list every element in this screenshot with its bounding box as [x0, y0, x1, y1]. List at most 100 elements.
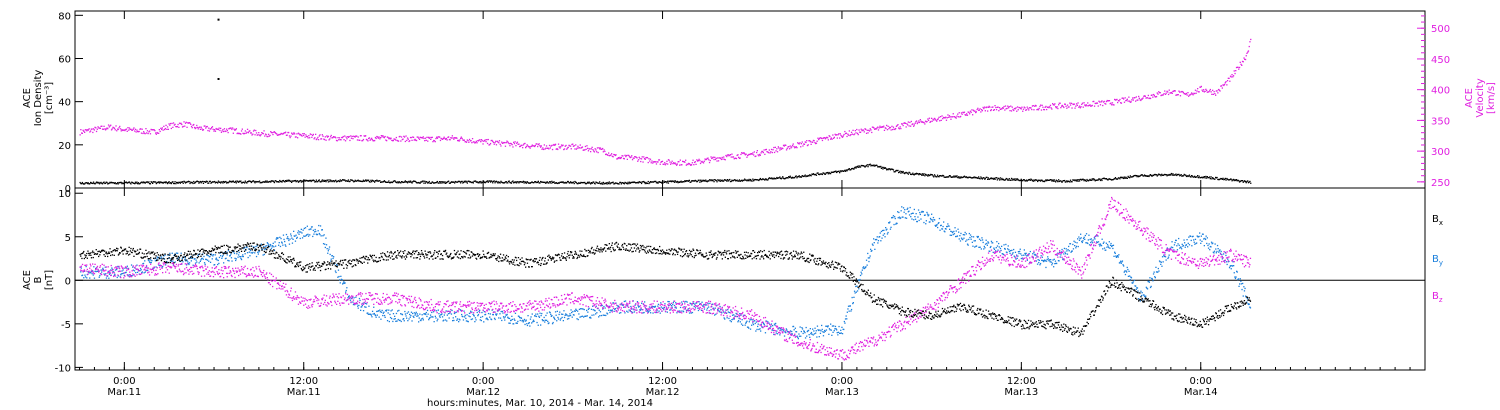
- velocity-series-point: [699, 162, 702, 165]
- velocity-series-point: [1210, 91, 1212, 93]
- by-series-point: [740, 323, 743, 325]
- velocity-series-point: [955, 117, 957, 119]
- by-series-point: [549, 312, 551, 314]
- by-series-point: [430, 316, 432, 318]
- velocity-series-point: [642, 161, 644, 163]
- velocity-series-point: [1133, 97, 1135, 99]
- by-series-point: [1124, 270, 1126, 272]
- density-series-point: [235, 182, 237, 184]
- velocity-series-point: [477, 140, 479, 142]
- density-series-point: [606, 183, 608, 185]
- velocity-series-point: [724, 159, 726, 161]
- velocity-series-point: [317, 136, 319, 139]
- velocity-series-point: [759, 153, 761, 156]
- density-series-point: [181, 181, 183, 183]
- velocity-series-point: [290, 135, 292, 137]
- density-series-point: [1105, 178, 1107, 180]
- density-series-point: [1043, 180, 1046, 183]
- by-series-point: [511, 315, 513, 317]
- density-series-point: [137, 182, 140, 184]
- density-series-point: [140, 181, 143, 183]
- density-series-point: [1057, 181, 1059, 183]
- by-series-point: [749, 328, 752, 330]
- velocity-series-point: [660, 161, 662, 163]
- density-series-point: [119, 182, 121, 184]
- density-series-point: [782, 176, 784, 178]
- velocity-series-point: [1099, 104, 1102, 106]
- velocity-series-point: [468, 138, 471, 141]
- velocity-series-point: [497, 141, 499, 143]
- velocity-series-point: [806, 144, 809, 147]
- velocity-series-point: [207, 129, 209, 132]
- by-series-point: [1093, 237, 1095, 239]
- by-series-point: [290, 235, 292, 237]
- density-series-point: [964, 176, 966, 178]
- velocity-series-point: [472, 141, 474, 143]
- by-series-point: [583, 316, 585, 318]
- by-series-point: [588, 307, 590, 309]
- velocity-series-point: [276, 133, 278, 135]
- velocity-series-point: [569, 145, 572, 147]
- density-series-point: [777, 177, 779, 179]
- density-series-point: [1062, 180, 1064, 182]
- density-series-point: [164, 181, 166, 183]
- by-series-point: [931, 219, 933, 221]
- velocity-series-point: [125, 128, 128, 130]
- density-series-point: [694, 179, 696, 182]
- velocity-series-point: [1024, 107, 1026, 109]
- velocity-series-point: [502, 142, 504, 144]
- velocity-series-point: [924, 123, 926, 125]
- density-series-point: [578, 182, 581, 184]
- density-series-point: [450, 181, 452, 184]
- density-series-point: [980, 176, 982, 178]
- density-series-point: [1186, 175, 1188, 177]
- density-series-point: [102, 182, 104, 184]
- by-series-point: [975, 245, 978, 247]
- velocity-series-point: [640, 158, 643, 160]
- velocity-series-point: [774, 146, 776, 148]
- by-series-point: [487, 312, 490, 315]
- by-series-point: [1085, 233, 1088, 235]
- density-series-point: [80, 182, 82, 185]
- velocity-series-point: [808, 140, 810, 142]
- density-series-point: [299, 180, 301, 182]
- velocity-series-point: [504, 145, 507, 147]
- density-series-point: [729, 180, 732, 183]
- density-series-point: [1100, 178, 1102, 180]
- density-series-point: [1055, 181, 1057, 183]
- by-series-point: [108, 277, 110, 279]
- velocity-series-point: [247, 132, 249, 134]
- density-series-point: [1135, 175, 1137, 177]
- velocity-series-point: [596, 147, 599, 149]
- density-series-point: [325, 181, 327, 183]
- by-series-point: [1148, 281, 1150, 283]
- density-series-point: [503, 182, 505, 184]
- velocity-series-point: [788, 146, 790, 148]
- velocity-series-point: [666, 160, 668, 162]
- by-series-point: [977, 235, 979, 238]
- by-series-point: [889, 221, 891, 223]
- density-series-point: [656, 181, 658, 183]
- by-series-point: [836, 332, 838, 334]
- by-series-point: [626, 310, 628, 312]
- by-series-point: [847, 308, 849, 310]
- velocity-series-point: [953, 116, 955, 118]
- density-series-point: [115, 183, 117, 185]
- velocity-series-point: [991, 106, 993, 108]
- by-series-point: [252, 251, 254, 254]
- by-series-point: [102, 267, 104, 269]
- density-series-point: [819, 173, 821, 175]
- by-series-point: [654, 306, 656, 308]
- density-series-point: [785, 177, 788, 179]
- by-series-point: [587, 311, 589, 313]
- velocity-series-point: [1140, 99, 1142, 102]
- velocity-series-point: [723, 158, 726, 160]
- velocity-series-point: [1043, 108, 1045, 111]
- density-series-point: [1242, 181, 1244, 183]
- density-series-point: [913, 173, 915, 176]
- density-series-point: [826, 172, 828, 174]
- velocity-series-point: [1226, 84, 1228, 86]
- by-series-point: [233, 252, 236, 255]
- density-series-point: [353, 180, 356, 183]
- velocity-series-point: [405, 135, 407, 137]
